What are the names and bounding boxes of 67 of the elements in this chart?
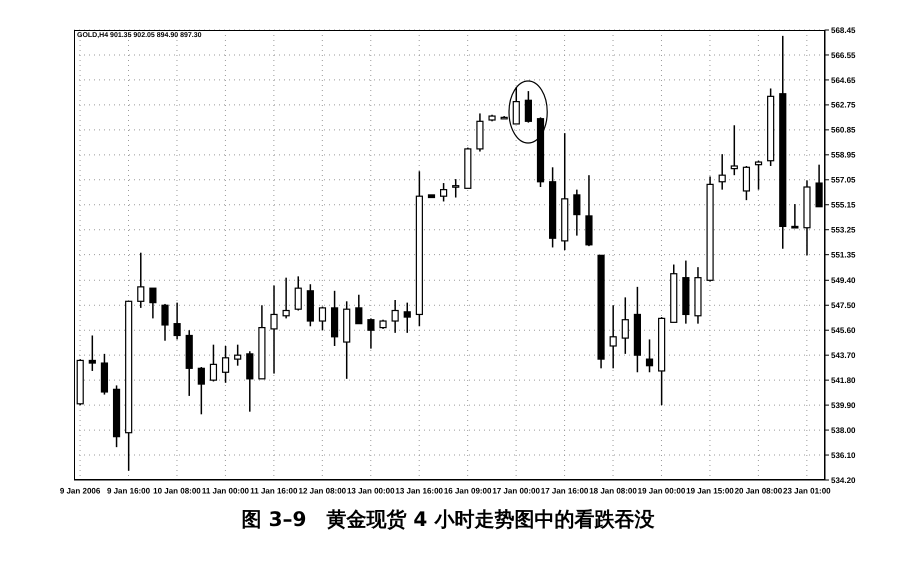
candlestick [210,344,218,382]
candlestick [270,284,278,374]
candlestick [392,299,399,334]
candlestick [367,318,375,350]
x-tick-label: 17 Jan 16:00 [540,486,589,496]
x-tick-label: 13 Jan 00:00 [346,486,396,496]
candlestick [524,90,532,124]
y-tick-label: 543.70 [831,351,856,360]
x-tick-label: 11 Jan 00:00 [202,486,250,496]
candlestick [318,306,326,331]
y-tick-label: 557.05 [831,176,856,185]
candlestick [646,338,654,374]
candlestick [88,334,96,372]
x-tick-label: 23 Jan 01:00 [783,486,832,496]
candlestick [452,178,460,198]
x-tick-label: 11 Jan 16:00 [250,486,298,496]
candlestick [149,287,156,320]
y-tick-label: 560.85 [831,126,856,135]
candlestick [174,302,181,340]
y-tick-label: 551.35 [831,250,856,260]
candlestick [573,188,580,236]
candlestick [730,124,738,176]
candlestick [222,345,230,384]
x-tick-label: 19 Jan 00:00 [638,486,686,496]
candlestick [198,366,205,416]
y-tick-label: 541.80 [831,376,856,385]
y-tick-label: 534.20 [831,476,856,485]
candlestick [610,304,617,370]
x-tick-label: 9 Jan 2006 [60,486,101,496]
y-tick-label: 562.75 [831,100,856,110]
candlestick [161,303,169,342]
x-tick-label: 12 Jan 08:00 [298,486,347,496]
x-tick-label: 18 Jan 08:00 [589,486,638,496]
x-tick-label: 19 Jan 15:00 [686,486,734,496]
x-tick-label: 13 Jan 16:00 [395,486,444,496]
y-tick-label: 553.25 [831,226,856,235]
y-tick-label: 555.15 [831,200,856,210]
candlestick [622,296,629,355]
candlestick [294,276,302,312]
candlestick [137,252,144,309]
y-tick-label: 536.10 [831,450,856,460]
candlestick [512,86,520,125]
y-tick-label: 539.90 [831,400,856,410]
x-tick-label: 10 Jan 08:00 [153,486,202,496]
y-tick-label: 564.65 [831,76,856,85]
x-tick-label: 9 Jan 16:00 [106,486,151,496]
candlestick [234,344,242,366]
x-tick-label: 20 Jan 08:00 [734,486,783,496]
y-tick-label: 566.55 [831,50,856,60]
candlestick [404,302,411,334]
candlestick [754,160,762,190]
candlestick [742,165,750,201]
y-tick-label: 549.40 [831,276,856,286]
candlestick [718,153,726,190]
y-tick-label: 545.60 [831,326,856,336]
x-tick-label: 16 Jan 09:00 [444,486,492,496]
candlestick [791,203,798,229]
candlestick [379,318,387,330]
y-tick-label: 568.45 [831,26,856,35]
x-tick-label: 17 Jan 00:00 [492,486,540,496]
candlestick [440,182,448,202]
text: 图 3–9 黄金现货 4 小时走势图中的看跌吞没 [240,506,656,533]
y-tick-label: 558.95 [831,150,856,160]
candlestick [355,294,362,324]
y-tick-label: 547.50 [831,301,856,310]
candlestick [282,276,290,320]
y-tick-label: 538.00 [831,426,856,435]
